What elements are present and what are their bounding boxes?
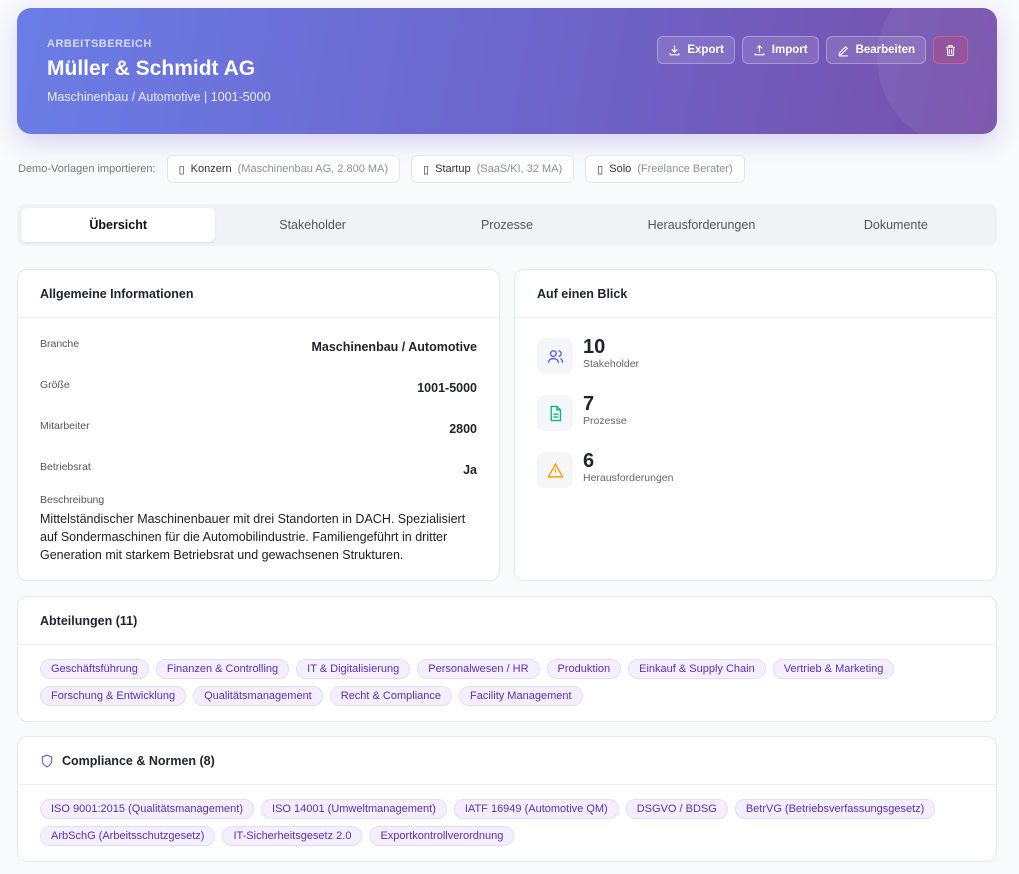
edit-button[interactable]: Bearbeiten xyxy=(825,36,926,64)
stat-stakeholder: 10 Stakeholder xyxy=(537,336,996,393)
tag-chip: Forschung & Entwicklung xyxy=(40,686,187,706)
demo-templates: Demo-Vorlagen importieren: ▯ Konzern (Masc… xyxy=(18,155,745,183)
stat-label: Stakeholder xyxy=(583,358,640,370)
tag-chip: IATF 16949 (Automotive QM) xyxy=(453,799,619,819)
tag-chip: Finanzen & Controlling xyxy=(155,659,290,679)
template-name: Startup xyxy=(435,163,471,175)
tag-chip: DSGVO / BDSG xyxy=(625,799,728,819)
edit-label: Bearbeiten xyxy=(855,44,915,56)
info-key: Mitarbeiter xyxy=(40,420,90,432)
tab-herausforderungen[interactable]: Herausforderungen xyxy=(647,218,756,232)
file-icon: ▯ xyxy=(597,163,604,176)
template-name: Konzern xyxy=(190,163,232,175)
compliance-card: Compliance & Normen (8) ISO 9001:2015 (Q… xyxy=(17,736,997,862)
tag-chip: BetrVG (Betriebsverfassungsgesetz) xyxy=(734,799,936,819)
template-solo-button[interactable]: ▯ Solo (Freelance Berater) xyxy=(585,155,745,183)
glance-card: Auf einen Blick 10 Stakeholder 7 Prozesse … xyxy=(514,269,997,581)
stat-number: 7 xyxy=(583,393,595,415)
export-button[interactable]: Export xyxy=(657,36,735,64)
tab-dokumente[interactable]: Dokumente xyxy=(863,218,928,232)
info-row: Mitarbeiter 2800 xyxy=(18,420,499,461)
page-title: Müller & Schmidt AG xyxy=(47,57,256,80)
departments-card: Abteilungen (11) Geschäftsführung Finanze… xyxy=(17,596,997,722)
tag-chip: Geschäftsführung xyxy=(40,659,149,679)
description-label: Beschreibung xyxy=(40,494,105,506)
tag-chip: Einkauf & Supply Chain xyxy=(628,659,766,679)
tag-chip: Personalwesen / HR xyxy=(417,659,540,679)
info-row: Größe 1001-5000 xyxy=(18,379,499,420)
warning-icon xyxy=(546,462,564,478)
tag-chip: ISO 9001:2015 (Qualitätsmanagement) xyxy=(40,799,255,819)
tab-stakeholder[interactable]: Stakeholder xyxy=(279,218,346,232)
tag-chip: Recht & Compliance xyxy=(329,686,453,706)
upload-icon xyxy=(754,44,765,55)
tag-chip: Facility Management xyxy=(459,686,583,706)
stat-label: Herausforderungen xyxy=(583,472,674,484)
template-startup-button[interactable]: ▯ Startup (SaaS/KI, 32 MA) xyxy=(411,155,575,183)
info-key: Größe xyxy=(40,379,70,391)
stat-label: Prozesse xyxy=(583,415,627,427)
import-label: Import xyxy=(771,44,808,56)
delete-button[interactable] xyxy=(933,36,968,64)
info-value: 1001-5000 xyxy=(417,381,477,395)
demo-label: Demo-Vorlagen importieren: xyxy=(18,163,156,175)
trash-icon xyxy=(946,44,955,56)
tab-bar: Übersicht Stakeholder Prozesse Herausfor… xyxy=(17,204,997,246)
tag-chip: Qualitätsmanagement xyxy=(193,686,323,706)
download-icon xyxy=(669,45,680,55)
tag-chip: ArbSchG (Arbeitsschutzgesetz) xyxy=(40,826,216,846)
description-text: Mittelständischer Maschinenbauer mit dre… xyxy=(40,512,466,562)
subtitle: Maschinenbau / Automotive | 1001-5000 xyxy=(47,90,271,104)
general-info-card: Allgemeine Informationen Branche Maschine… xyxy=(17,269,500,581)
tag-chip: IT-Sicherheitsgesetz 2.0 xyxy=(222,826,363,846)
card-title: Abteilungen (11) xyxy=(18,597,996,645)
users-icon xyxy=(547,349,563,363)
stat-number: 6 xyxy=(583,450,595,472)
template-konzern-button[interactable]: ▯ Konzern (Maschinenbau AG, 2.800 MA) xyxy=(166,155,401,183)
info-value: Ja xyxy=(463,463,477,477)
document-icon xyxy=(550,405,561,421)
info-row: Branche Maschinenbau / Automotive xyxy=(18,338,499,379)
info-key: Branche xyxy=(40,338,80,350)
workspace-header: ARBEITSBEREICH Müller & Schmidt AG Masch… xyxy=(17,8,997,134)
info-value: Maschinenbau / Automotive xyxy=(311,340,477,354)
info-row: Betriebsrat Ja xyxy=(18,461,499,502)
file-icon: ▯ xyxy=(423,163,430,176)
template-meta: (Freelance Berater) xyxy=(637,163,733,175)
template-meta: (Maschinenbau AG, 2.800 MA) xyxy=(237,163,389,175)
card-title: Compliance & Normen (8) xyxy=(62,753,215,768)
export-label: Export xyxy=(687,44,724,56)
pencil-icon xyxy=(837,45,848,56)
template-name: Solo xyxy=(609,163,632,175)
tab-uebersicht[interactable]: Übersicht xyxy=(21,208,216,242)
tab-prozesse[interactable]: Prozesse xyxy=(480,218,534,232)
shield-icon xyxy=(41,754,53,767)
stat-number: 10 xyxy=(583,336,606,358)
stat-prozesse: 7 Prozesse xyxy=(537,393,996,450)
tag-chip: Vertrieb & Marketing xyxy=(772,659,895,679)
tag-chip: Exportkontrollverordnung xyxy=(369,826,515,846)
template-meta: (SaaS/KI, 32 MA) xyxy=(476,163,563,175)
stat-herausforderungen: 6 Herausforderungen xyxy=(537,450,996,507)
eyebrow: ARBEITSBEREICH xyxy=(47,38,152,50)
info-value: 2800 xyxy=(449,422,477,436)
tag-chip: Produktion xyxy=(546,659,622,679)
file-icon: ▯ xyxy=(178,163,185,176)
info-key: Betriebsrat xyxy=(40,461,91,473)
tag-chip: ISO 14001 (Umweltmanagement) xyxy=(261,799,447,819)
card-title: Auf einen Blick xyxy=(515,270,996,318)
import-button[interactable]: Import xyxy=(741,36,819,64)
card-title: Allgemeine Informationen xyxy=(18,270,499,318)
tag-chip: IT & Digitalisierung xyxy=(296,659,411,679)
